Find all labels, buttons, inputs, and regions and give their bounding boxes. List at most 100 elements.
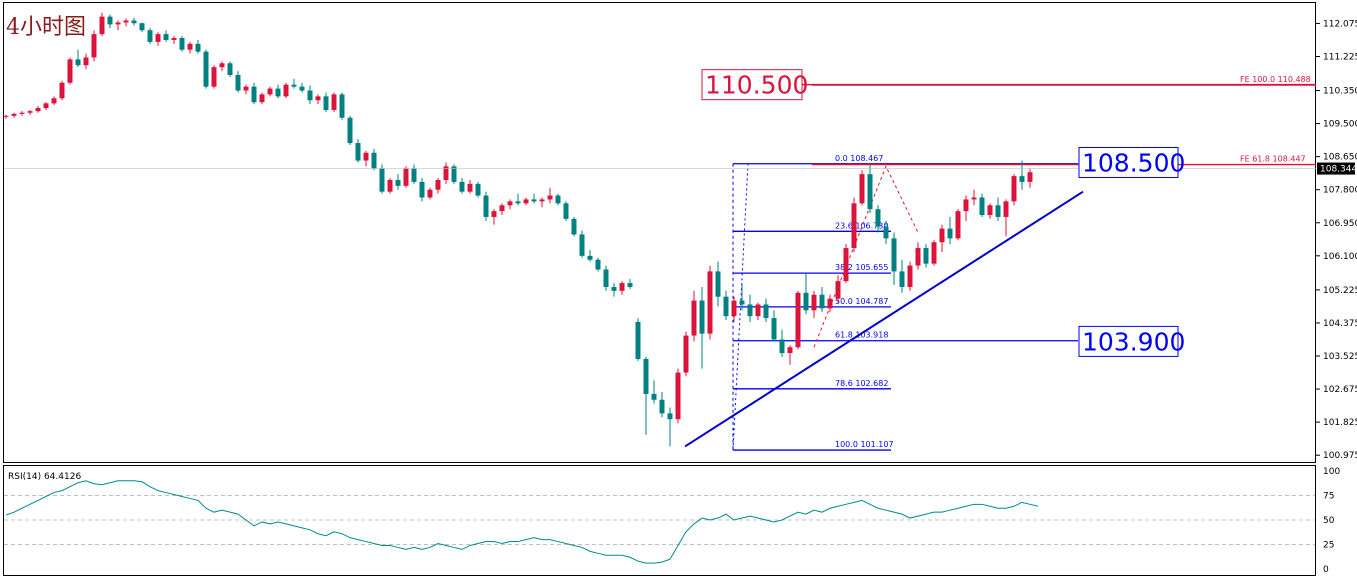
candle-body: [579, 234, 585, 256]
candle-body: [379, 168, 385, 192]
price-tick-label: 106.100: [1323, 252, 1357, 262]
candle-body: [827, 298, 833, 309]
rsi-level-lines: [4, 495, 1315, 545]
candle-body: [635, 321, 641, 359]
candle-body: [947, 228, 953, 239]
price-panel-frame: [3, 2, 1316, 463]
candle-body: [915, 248, 921, 266]
price-tick-label: 104.375: [1323, 319, 1357, 329]
candle-body: [35, 108, 41, 112]
candle-body: [563, 203, 569, 219]
candle-body: [571, 218, 577, 235]
candle-body: [867, 174, 873, 210]
price-tick-label: 110.350: [1323, 87, 1357, 97]
candle-body: [43, 103, 49, 109]
candle-body: [67, 59, 73, 83]
candle-body: [267, 88, 273, 95]
candle-body: [451, 166, 457, 182]
candle-body: [83, 57, 89, 66]
price-tick-label: 107.800: [1323, 186, 1357, 196]
candle-body: [979, 197, 985, 215]
candle-body: [219, 63, 225, 68]
candle-body: [675, 372, 681, 420]
candle-body: [507, 201, 513, 206]
chart-title: 4小时图: [6, 15, 86, 40]
candle-body: [811, 294, 817, 311]
candle-body: [515, 201, 521, 204]
candle-body: [235, 74, 241, 91]
fib-level-label: 38.2 105.655: [835, 263, 888, 272]
candle-body: [211, 67, 217, 87]
candle-body: [955, 211, 961, 239]
candle-body: [291, 84, 297, 87]
price-tick-label: 109.500: [1323, 120, 1357, 130]
candle-body: [307, 90, 313, 101]
candle-body: [59, 82, 65, 99]
fibonacci-retracement: 0.0 108.467 23.6 106.730 38.2 105.655 50.0 …: [732, 154, 1078, 451]
fib-level-label: 61.8 103.918: [835, 331, 888, 340]
candle-body: [747, 304, 753, 317]
candle-body: [547, 195, 553, 200]
candle-body: [987, 205, 993, 215]
candle-body: [467, 183, 473, 192]
current-price-tag: [1317, 162, 1355, 175]
candle-body: [651, 393, 657, 400]
candle-body: [195, 43, 201, 52]
candle-body: [459, 181, 465, 192]
candle-body: [171, 38, 177, 40]
trendline: [684, 190, 1084, 448]
candle-body: [299, 86, 305, 91]
candle-body: [491, 211, 497, 217]
candle-body: [251, 86, 257, 103]
price-tick-label: 100.975: [1323, 451, 1357, 461]
candle-body: [627, 283, 633, 287]
candle-body: [603, 269, 609, 287]
fe-level-label: FE 61.8 108.447: [1240, 155, 1306, 164]
candle-body: [11, 113, 17, 116]
candle-body: [755, 304, 761, 317]
rsi-line-group: [5, 480, 1039, 564]
price-annotation-box: [1078, 146, 1179, 178]
candle-body: [875, 209, 881, 227]
price-annotation-label: 110.500: [705, 71, 808, 100]
rsi-tick-label: 25: [1323, 541, 1334, 551]
fib-level-label: 50.0 104.787: [835, 297, 888, 306]
candle-body: [843, 248, 849, 282]
candle-body: [731, 300, 737, 317]
candle-body: [259, 94, 265, 103]
candle-body: [139, 23, 145, 31]
candle-body: [403, 168, 409, 186]
candle-body: [323, 96, 329, 110]
candle-body: [435, 179, 441, 190]
candle-body: [539, 199, 545, 202]
price-annotation-box: [1078, 325, 1179, 357]
candle-body: [411, 168, 417, 182]
candle-body: [787, 347, 793, 354]
candle-body: [371, 152, 377, 169]
candle-body: [347, 117, 353, 144]
candle-body: [187, 43, 193, 50]
price-tick-label: 105.225: [1323, 286, 1357, 296]
rsi-axis: 100 75 50 25 0: [1323, 467, 1340, 575]
rsi-line: [5, 480, 1039, 564]
candle-body: [555, 195, 561, 204]
price-annotation-label: 103.900: [1082, 327, 1185, 356]
candle-body: [331, 94, 337, 110]
rsi-tick-label: 50: [1323, 516, 1335, 526]
candle-body: [1003, 201, 1009, 217]
candle-body: [707, 271, 713, 334]
fe-swing-path: [813, 165, 919, 348]
candle-body: [667, 413, 673, 420]
candle-body: [1027, 172, 1033, 182]
candle-body: [475, 183, 481, 196]
candle-body: [691, 300, 697, 336]
rsi-panel-frame: [3, 465, 1316, 576]
price-tick-label: 103.525: [1323, 352, 1357, 362]
rsi-label: RSI(14) 64.4126: [8, 472, 81, 482]
candle-body: [939, 228, 945, 243]
candle-body: [163, 34, 169, 40]
candle-body: [619, 283, 625, 291]
candle-body: [315, 96, 321, 101]
candle-body: [275, 88, 281, 97]
trendline-group: [684, 190, 1084, 448]
